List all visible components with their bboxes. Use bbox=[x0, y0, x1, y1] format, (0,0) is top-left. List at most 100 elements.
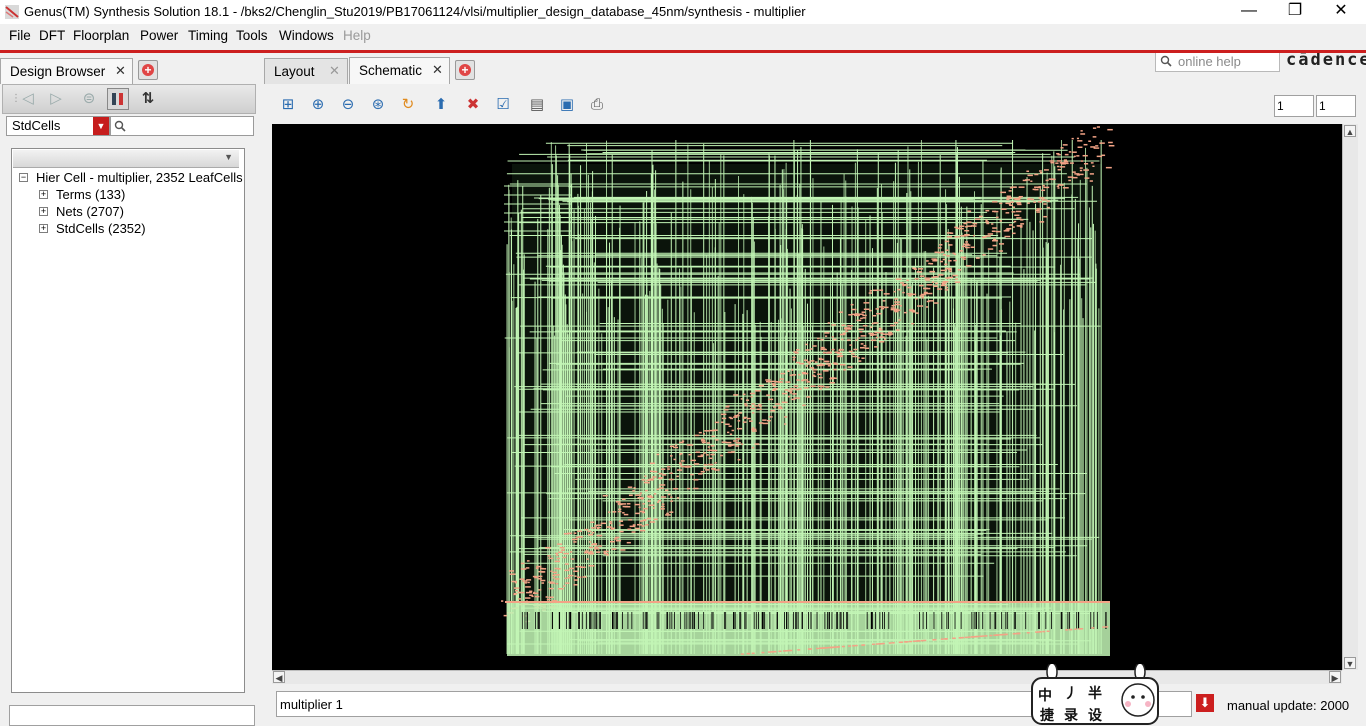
collapse-icon[interactable]: − bbox=[19, 172, 28, 182]
tab-layout[interactable]: Layout ✕ bbox=[264, 58, 348, 84]
tab-schematic-label: Schematic bbox=[359, 63, 423, 78]
std-cell bbox=[615, 536, 620, 539]
std-cell bbox=[547, 555, 551, 557]
restore-button[interactable]: ❐ bbox=[1287, 2, 1303, 19]
close-icon[interactable]: ✕ bbox=[329, 63, 340, 78]
cell-type-select[interactable]: StdCells ▼ bbox=[6, 116, 110, 136]
std-cell bbox=[831, 336, 834, 338]
std-cell bbox=[609, 521, 612, 523]
std-cell bbox=[820, 348, 827, 350]
page-number-field[interactable] bbox=[1274, 95, 1314, 117]
menu-file[interactable]: File bbox=[9, 28, 31, 43]
std-cell bbox=[1045, 179, 1049, 182]
sort-az-icon[interactable]: ⇅ bbox=[141, 90, 155, 107]
save-icon[interactable]: ▣ bbox=[559, 96, 575, 113]
download-icon[interactable]: ⬇ bbox=[1196, 694, 1214, 712]
std-cell bbox=[894, 310, 899, 313]
std-cell bbox=[875, 308, 879, 310]
std-cell bbox=[555, 552, 559, 555]
scroll-down-icon[interactable]: ▼ bbox=[1344, 657, 1356, 669]
std-cell bbox=[974, 635, 978, 638]
std-cell bbox=[590, 521, 595, 523]
std-cell bbox=[841, 349, 844, 351]
delete-selection-icon[interactable]: ✖ bbox=[466, 96, 480, 113]
std-cell bbox=[594, 548, 600, 550]
std-cell bbox=[673, 488, 678, 490]
std-cell bbox=[661, 474, 667, 476]
expand-icon[interactable]: + bbox=[39, 189, 48, 199]
std-cell bbox=[669, 472, 673, 474]
expand-icon[interactable]: + bbox=[39, 223, 48, 233]
zoom-fit-icon[interactable]: ⊞ bbox=[281, 96, 295, 113]
print-icon[interactable]: ⎙ bbox=[590, 96, 603, 113]
online-help-search[interactable]: online help bbox=[1155, 50, 1280, 72]
schematic-drawing[interactable] bbox=[272, 124, 1342, 670]
std-cell bbox=[959, 250, 963, 252]
std-cell bbox=[954, 226, 958, 229]
add-tab-button[interactable]: + bbox=[138, 60, 158, 80]
std-cell bbox=[915, 640, 919, 642]
std-cell bbox=[522, 580, 528, 582]
expand-icon[interactable]: + bbox=[39, 206, 48, 216]
chevron-down-icon[interactable]: ▼ bbox=[224, 152, 233, 162]
horizontal-scrollbar[interactable]: ◀ ▶ bbox=[272, 670, 1342, 684]
std-cell bbox=[848, 350, 853, 353]
select-mode-icon[interactable]: ☑ bbox=[496, 96, 510, 113]
std-cell bbox=[847, 339, 851, 341]
schematic-canvas[interactable] bbox=[272, 124, 1342, 670]
std-cell bbox=[548, 587, 554, 590]
report-icon[interactable]: ▤ bbox=[529, 96, 545, 113]
zoom-out-icon[interactable]: ⊖ bbox=[341, 96, 355, 113]
std-cell bbox=[1026, 631, 1030, 634]
zoom-area-icon[interactable]: ⊛ bbox=[371, 96, 385, 113]
browser-search-input[interactable] bbox=[110, 116, 254, 136]
std-cell bbox=[965, 265, 972, 267]
std-cell bbox=[646, 517, 652, 520]
std-cell bbox=[1006, 195, 1012, 197]
close-icon[interactable]: ✕ bbox=[432, 62, 443, 77]
std-cell bbox=[920, 639, 924, 642]
close-icon[interactable]: ✕ bbox=[115, 63, 126, 78]
refresh-icon[interactable]: ↻ bbox=[401, 96, 415, 113]
up-icon[interactable]: ⊜ bbox=[82, 90, 96, 107]
scroll-up-icon[interactable]: ▲ bbox=[1344, 125, 1356, 137]
filter-toggle-icon[interactable] bbox=[107, 88, 129, 110]
back-icon[interactable]: ◁ bbox=[22, 90, 34, 107]
std-cell bbox=[686, 487, 691, 490]
forward-icon[interactable]: ▷ bbox=[50, 90, 62, 107]
menu-floorplan[interactable]: Floorplan bbox=[73, 28, 130, 43]
std-cell bbox=[940, 269, 947, 272]
menu-tools[interactable]: Tools bbox=[236, 28, 268, 43]
minimize-button[interactable]: — bbox=[1241, 2, 1257, 19]
std-cell bbox=[730, 417, 734, 420]
scroll-right-icon[interactable]: ▶ bbox=[1329, 671, 1341, 683]
tab-design-browser[interactable]: Design Browser ✕ bbox=[0, 58, 133, 84]
up-level-icon[interactable]: ⬆ bbox=[434, 96, 448, 113]
std-cell bbox=[963, 243, 969, 245]
std-cell bbox=[735, 438, 741, 440]
std-cell bbox=[780, 372, 786, 375]
std-cell bbox=[540, 579, 546, 582]
menu-timing[interactable]: Timing bbox=[188, 28, 229, 43]
menu-windows[interactable]: Windows bbox=[279, 28, 334, 43]
std-cell bbox=[563, 552, 569, 555]
std-cell bbox=[648, 496, 654, 499]
chevron-down-icon[interactable]: ▼ bbox=[93, 117, 109, 135]
add-tab-button[interactable]: + bbox=[455, 60, 475, 80]
std-cell bbox=[812, 345, 817, 347]
std-cell bbox=[746, 417, 751, 420]
std-cell bbox=[680, 460, 685, 462]
browser-info-field[interactable] bbox=[9, 705, 255, 726]
menu-dft[interactable]: DFT bbox=[39, 28, 66, 43]
vertical-scrollbar[interactable]: ▲ ▼ bbox=[1342, 124, 1358, 670]
zoom-in-icon[interactable]: ⊕ bbox=[311, 96, 325, 113]
std-cell bbox=[879, 306, 885, 308]
std-cell bbox=[1092, 165, 1095, 167]
std-cell bbox=[906, 293, 912, 295]
tab-schematic[interactable]: Schematic ✕ bbox=[349, 57, 450, 84]
scroll-left-icon[interactable]: ◀ bbox=[273, 671, 285, 683]
std-cell bbox=[706, 442, 711, 444]
close-button[interactable]: ✕ bbox=[1334, 2, 1348, 19]
page-count-field[interactable] bbox=[1316, 95, 1356, 117]
menu-power[interactable]: Power bbox=[140, 28, 179, 43]
